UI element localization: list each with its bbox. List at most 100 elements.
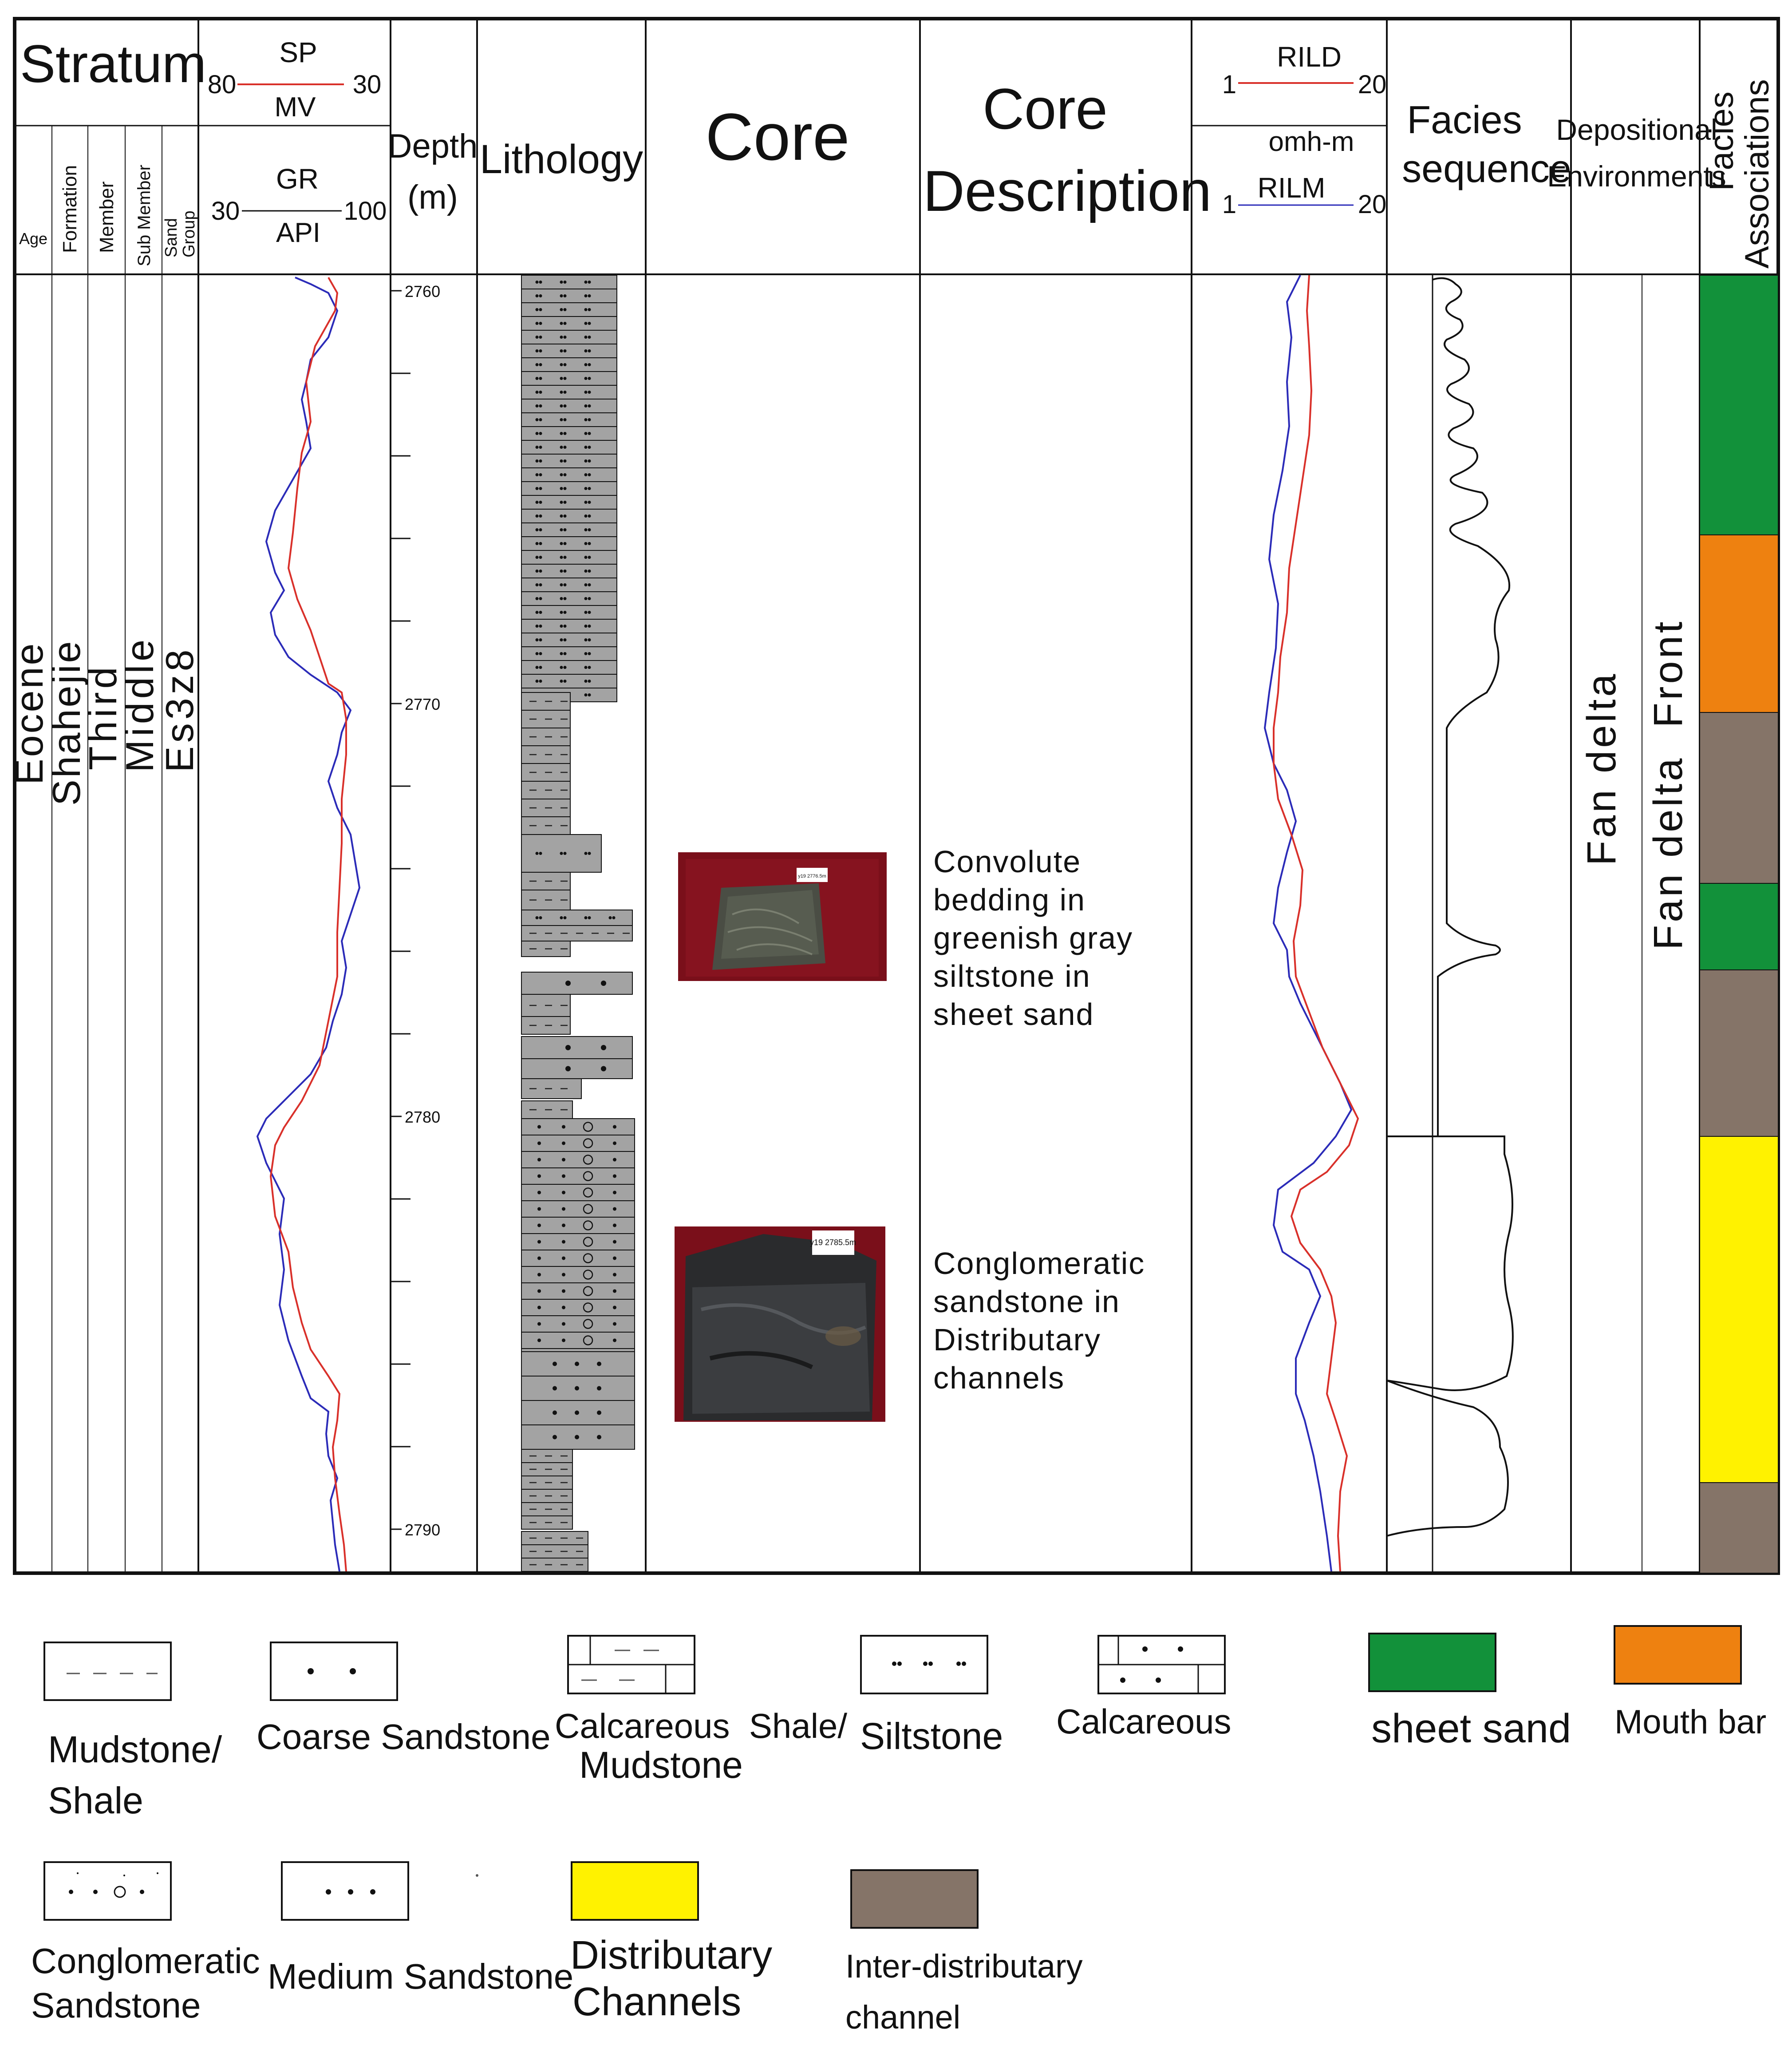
log-frame bbox=[13, 17, 1780, 1575]
lithology-layer bbox=[521, 1502, 573, 1516]
lithology-layer bbox=[521, 633, 617, 647]
legend-distributary-swatch bbox=[571, 1861, 699, 1921]
rilm-left-value: 1 bbox=[1222, 190, 1236, 219]
lithology-layer bbox=[521, 1489, 573, 1503]
legend-sheet-sand: sheet sand bbox=[1368, 1633, 1571, 1751]
legend-medium-sandstone: Medium Sandstone bbox=[268, 1861, 573, 1996]
lithology-layer bbox=[521, 646, 617, 661]
core-photo-2[interactable]: y19 2785.5m bbox=[675, 1226, 885, 1422]
legend-mudstone: Mudstone/ Shale bbox=[43, 1642, 222, 1821]
core-photo-1[interactable]: y19 2776.5m bbox=[678, 852, 887, 981]
lithology-layer bbox=[521, 509, 617, 523]
lithology-layer bbox=[521, 578, 617, 592]
resistivity-unit: omh-m bbox=[1269, 127, 1354, 157]
member-header: Member bbox=[96, 182, 118, 253]
lithology-layer bbox=[521, 619, 617, 633]
lithology-layer bbox=[521, 925, 633, 941]
lithology-layer bbox=[521, 1531, 588, 1545]
legend-calcareous: Calcareous bbox=[1056, 1635, 1232, 1741]
legend-distributary-channels: Distributary Channels bbox=[570, 1861, 772, 2024]
rilm-right-value: 20 bbox=[1358, 190, 1387, 219]
lithology-layer bbox=[521, 1200, 635, 1218]
legend-calcareous-shale: Calcareous Shale/ Mudstone bbox=[555, 1635, 847, 1786]
lithology-layer bbox=[521, 692, 571, 711]
legend-mouth-bar-label: Mouth bar bbox=[1614, 1703, 1766, 1741]
lithology-layer bbox=[521, 745, 571, 764]
facies-associations-track bbox=[1699, 275, 1779, 1574]
legend-coarse-sandstone: Coarse Sandstone bbox=[257, 1642, 551, 1756]
lithology-layer bbox=[521, 799, 571, 817]
gr-curve bbox=[256, 277, 361, 1572]
api-label: API bbox=[276, 218, 320, 248]
age-header: Age bbox=[19, 229, 47, 248]
lithology-layer bbox=[521, 1217, 635, 1234]
lithology-layer bbox=[521, 781, 571, 799]
legend-calcareous-shale-label-2: Mudstone bbox=[579, 1744, 743, 1786]
lithology-layer bbox=[521, 1078, 582, 1099]
rild-right-value: 20 bbox=[1358, 70, 1387, 99]
facies-sequence-header-1: Facies bbox=[1407, 98, 1522, 142]
lithology-layer bbox=[521, 1376, 635, 1401]
rild-curve bbox=[1273, 275, 1359, 1572]
legend-sheet-sand-swatch bbox=[1368, 1633, 1496, 1692]
lithology-layer bbox=[521, 910, 633, 926]
facies-assoc-header-1: Facies bbox=[1703, 91, 1741, 191]
lithology-layer bbox=[521, 1118, 635, 1135]
lithology-layer bbox=[521, 275, 617, 289]
lithology-layer bbox=[521, 412, 617, 427]
rild-left-value: 1 bbox=[1222, 70, 1236, 99]
lithology-layer bbox=[521, 660, 617, 675]
lithology-layer bbox=[521, 890, 571, 910]
lithology-layer bbox=[521, 1476, 573, 1490]
legend: Mudstone/ Shale Coarse Sandstone Calcare… bbox=[31, 1625, 1766, 2036]
environment-fan-delta: Fan delta bbox=[1579, 671, 1624, 866]
legend-siltstone: Siltstone bbox=[860, 1635, 1003, 1757]
formation-value: Shahejie bbox=[44, 639, 88, 806]
sub-member-header: Sub Member bbox=[134, 165, 154, 266]
lithology-layer bbox=[521, 357, 617, 372]
lithology-layer bbox=[521, 605, 617, 620]
rilm-label: RILM bbox=[1258, 172, 1326, 204]
lithology-layer bbox=[521, 1558, 588, 1572]
core-description-line: siltstone in bbox=[933, 959, 1091, 993]
legend-calcareous-shale-label-1: Calcareous Shale/ bbox=[555, 1706, 847, 1745]
lithology-layer bbox=[521, 872, 571, 890]
lithology-layer bbox=[521, 564, 617, 578]
lithology-layer bbox=[521, 941, 571, 957]
rilm-curve bbox=[1263, 275, 1353, 1572]
depositional-environment: Fan delta Fan delta Front bbox=[1579, 619, 1691, 950]
legend-distributary-label-2: Channels bbox=[572, 1980, 741, 2024]
core-description-line: sheet sand bbox=[933, 997, 1094, 1032]
depositional-env-header-2: Environments bbox=[1547, 160, 1726, 193]
facies-sequence-profile bbox=[1386, 277, 1514, 1537]
legend-inter-distributary-label-2: channel bbox=[845, 1999, 960, 2036]
resistivity-log-track bbox=[1263, 275, 1359, 1572]
rild-label: RILD bbox=[1277, 41, 1342, 73]
gr-right-value: 100 bbox=[344, 197, 387, 225]
core-photo-2-tag bbox=[812, 1230, 854, 1255]
core-description-line: channels bbox=[933, 1361, 1065, 1395]
legend-conglomeratic-sandstone: Conglomeratic Sandstone bbox=[31, 1861, 260, 2025]
sp-curve bbox=[269, 277, 347, 1572]
lithology-layer bbox=[521, 1449, 573, 1463]
core-description-line: Convolute bbox=[933, 844, 1081, 879]
lithology-layer bbox=[521, 1462, 573, 1476]
legend-calcareous-label: Calcareous bbox=[1056, 1702, 1232, 1741]
facies-association-block bbox=[1699, 1482, 1779, 1574]
legend-conglomeratic-label-2: Sandstone bbox=[31, 1986, 201, 2025]
core-photo-1-tag bbox=[797, 868, 828, 882]
lithology-layer bbox=[521, 1315, 635, 1333]
legend-mudstone-label-1: Mudstone/ bbox=[48, 1729, 222, 1770]
legend-distributary-label-1: Distributary bbox=[570, 1933, 772, 1978]
lithology-layer bbox=[521, 1100, 573, 1119]
lithology-layer bbox=[521, 1184, 635, 1201]
lithology-layer bbox=[521, 834, 602, 873]
lithology-layer bbox=[521, 763, 571, 782]
legend-inter-distributary: Inter-distributary channel bbox=[845, 1869, 1083, 2036]
lithology-layer bbox=[521, 972, 633, 995]
core-description-header-1: Core bbox=[983, 76, 1108, 141]
sp-left-value: 80 bbox=[208, 70, 237, 99]
lithology-layer bbox=[521, 1151, 635, 1168]
lithology-layer bbox=[521, 1351, 635, 1377]
lithology-layer bbox=[521, 440, 617, 455]
